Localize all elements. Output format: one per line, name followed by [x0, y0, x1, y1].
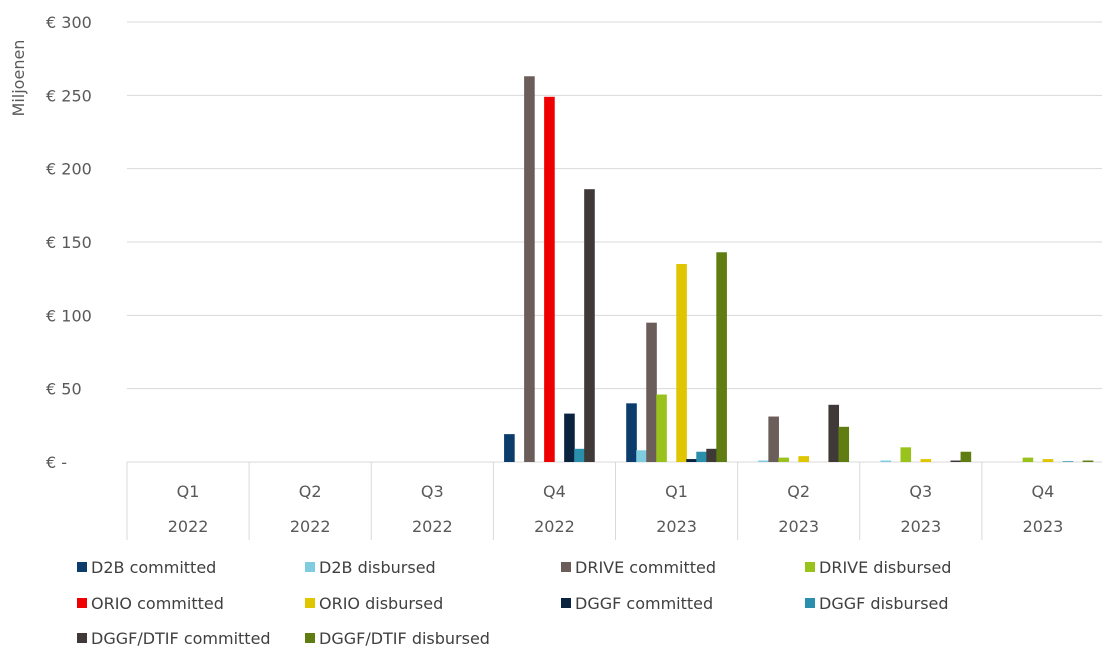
- legend-swatch: [305, 598, 315, 608]
- x-tick-year: 2022: [534, 517, 575, 536]
- bar: [1042, 459, 1054, 462]
- bar: [676, 264, 687, 462]
- y-tick-label: € 300: [46, 13, 92, 32]
- legend-swatch: [77, 598, 87, 608]
- bar: [758, 460, 769, 462]
- bar: [1082, 460, 1094, 462]
- bar: [920, 459, 932, 462]
- bar: [838, 426, 850, 462]
- bar: [564, 413, 575, 462]
- x-tick-quarter: Q1: [177, 482, 200, 501]
- legend-label: D2B disbursed: [319, 558, 436, 577]
- legend-label: DRIVE committed: [575, 558, 716, 577]
- x-tick-quarter: Q4: [543, 482, 566, 501]
- y-tick-label: € 200: [46, 160, 92, 179]
- legend-swatch: [305, 633, 315, 643]
- bar: [900, 447, 912, 462]
- y-axis-ticks: € - € 50 € 100 € 150 € 200 € 250 € 300: [46, 13, 92, 472]
- bar: [1022, 457, 1034, 462]
- y-tick-label: € 150: [46, 233, 92, 252]
- bar: [574, 448, 585, 462]
- legend-label: ORIO disbursed: [319, 594, 443, 613]
- legend-label: DGGF/DTIF disbursed: [319, 629, 490, 648]
- bar: [880, 460, 892, 462]
- x-tick-year: 2023: [900, 517, 941, 536]
- y-tick-label: € 100: [46, 306, 92, 325]
- x-tick-quarter: Q3: [909, 482, 932, 501]
- y-axis-label: Miljoenen: [9, 40, 28, 117]
- x-tick-year: 2023: [656, 517, 697, 536]
- bar: [524, 76, 535, 463]
- bar: [960, 451, 972, 462]
- gridlines: [127, 21, 1102, 463]
- x-tick-quarter: Q2: [299, 482, 322, 501]
- bar: [1062, 461, 1074, 462]
- x-tick-quarter: Q1: [665, 482, 688, 501]
- bar: [716, 252, 727, 462]
- bar: [504, 434, 515, 462]
- bar: [778, 457, 789, 462]
- legend-swatch: [561, 562, 571, 572]
- x-tick-quarter: Q2: [787, 482, 810, 501]
- legend-swatch: [77, 633, 87, 643]
- bar: [798, 456, 809, 462]
- legend-swatch: [805, 562, 815, 572]
- legend-label: D2B committed: [91, 558, 216, 577]
- legend-swatch: [561, 598, 571, 608]
- x-tick-year: 2023: [1023, 517, 1064, 536]
- x-tick-year: 2022: [412, 517, 453, 536]
- x-tick-quarter: Q4: [1032, 482, 1055, 501]
- bar: [950, 460, 962, 462]
- bar: [646, 322, 657, 462]
- legend: D2B committed D2B disbursed DRIVE committe…: [77, 558, 951, 648]
- legend-label: DGGF committed: [575, 594, 713, 613]
- x-axis: Q1 2022 Q2 2022 Q3 2022 Q4 2022 Q1 2023 Q2 2023 Q3 20…: [126, 462, 1064, 540]
- bars: [504, 76, 1094, 463]
- y-tick-label: € 50: [46, 380, 82, 399]
- bar: [828, 404, 840, 462]
- bar: [656, 394, 667, 462]
- bar: [626, 403, 637, 462]
- x-tick-year: 2022: [290, 517, 331, 536]
- legend-swatch: [77, 562, 87, 572]
- bar: [696, 451, 707, 462]
- legend-label: DGGF/DTIF committed: [91, 629, 271, 648]
- x-tick-quarter: Q3: [421, 482, 444, 501]
- bar: [768, 416, 779, 462]
- bar: [686, 459, 697, 462]
- bar: [584, 189, 595, 462]
- x-tick-year: 2023: [778, 517, 819, 536]
- bar: [544, 96, 555, 463]
- legend-swatch: [305, 562, 315, 572]
- bar: [706, 448, 717, 462]
- legend-label: DRIVE disbursed: [819, 558, 951, 577]
- legend-label: ORIO committed: [91, 594, 224, 613]
- y-tick-label: € -: [46, 453, 67, 472]
- legend-label: DGGF disbursed: [819, 594, 949, 613]
- bar: [636, 450, 647, 462]
- legend-swatch: [805, 598, 815, 608]
- x-tick-year: 2022: [168, 517, 209, 536]
- y-tick-label: € 250: [46, 86, 92, 105]
